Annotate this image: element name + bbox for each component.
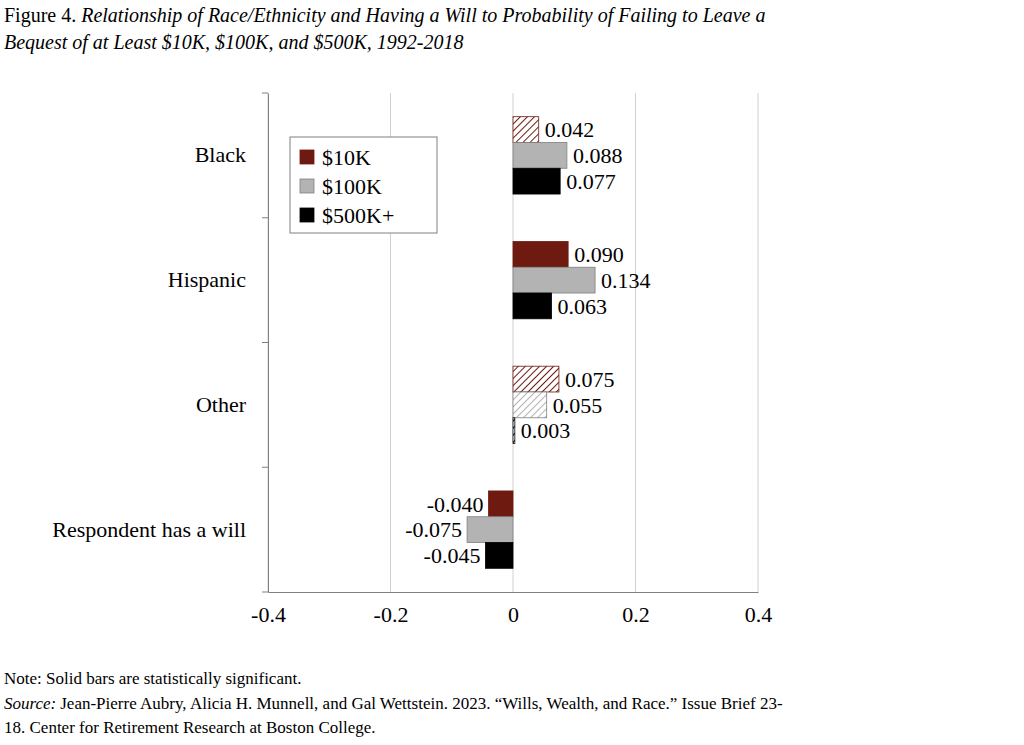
y-tick: Black: [195, 142, 268, 167]
data-label: 0.075: [565, 367, 615, 392]
bar: [485, 543, 513, 569]
bar: [513, 241, 568, 267]
data-labels: 0.042 0.090 0.075 -0.040 0.088 0.134 0.055 -0.0…: [405, 117, 650, 568]
data-label: -0.040: [427, 492, 484, 517]
bar: [513, 168, 560, 194]
chart: Figure 4.Relationship of Race/Ethnicity …: [0, 0, 1024, 745]
grid-line: [635, 93, 636, 592]
x-tick-label: 0: [508, 602, 519, 627]
source-line: 18. Center for Retirement Research at Bo…: [4, 718, 376, 737]
y-axis-line: [268, 94, 269, 593]
legend-label: $100K: [322, 174, 382, 199]
y-tick: Hispanic: [168, 267, 268, 292]
bar: [513, 142, 567, 168]
source-label: Source:: [4, 694, 56, 713]
y-tick-label: Black: [195, 142, 246, 167]
title-line: Relationship of Race/Ethnicity and Havin…: [80, 4, 765, 27]
data-label: 0.077: [566, 169, 616, 194]
bar: [513, 418, 515, 444]
x-tick: -0.2: [374, 592, 409, 627]
bar: [513, 293, 552, 319]
y-tick: Other: [196, 392, 268, 417]
data-label: -0.075: [405, 517, 462, 542]
note: Note: Solid bars are statistically signi…: [4, 669, 301, 688]
bar: [513, 117, 539, 143]
legend: $10K $100K $500K+: [290, 137, 437, 233]
source-line: Jean-Pierre Aubry, Alicia H. Munnell, an…: [60, 694, 783, 713]
legend-swatch: [300, 179, 314, 193]
data-label: 0.042: [545, 117, 595, 142]
data-label: 0.003: [521, 418, 571, 443]
divider-tick: [262, 342, 268, 343]
x-tick-label: -0.4: [251, 602, 286, 627]
x-axis: -0.4 -0.2 0 0.2 0.4: [251, 592, 772, 627]
data-label: -0.045: [424, 543, 481, 568]
legend-box: [290, 137, 437, 233]
bar: [467, 517, 513, 543]
legend-swatch: [300, 150, 314, 164]
legend-label: $10K: [322, 145, 371, 170]
category-dividers: [262, 93, 268, 592]
data-label: 0.055: [553, 393, 603, 418]
legend-label: $500K+: [322, 203, 394, 228]
x-tick-label: -0.2: [374, 602, 409, 627]
title-line: Bequest of at Least $10K, $100K, and $50…: [4, 31, 463, 54]
grid-line: [758, 93, 759, 592]
data-label: 0.090: [574, 242, 624, 267]
source: Source:Jean-Pierre Aubry, Alicia H. Munn…: [4, 694, 783, 713]
data-label: 0.134: [601, 268, 651, 293]
y-tick-label: Other: [196, 392, 247, 417]
x-tick: 0: [508, 592, 519, 627]
bar: [513, 392, 547, 418]
bar: [513, 267, 595, 293]
divider-tick: [262, 217, 268, 218]
legend-swatch: [300, 208, 314, 222]
y-tick-label: Hispanic: [168, 267, 246, 292]
x-tick: -0.4: [251, 592, 286, 627]
bar: [489, 491, 514, 517]
title: Figure 4.Relationship of Race/Ethnicity …: [4, 4, 765, 27]
data-label: 0.063: [558, 294, 608, 319]
x-tick: 0.4: [745, 592, 773, 627]
bar: [513, 366, 559, 392]
divider-tick: [262, 93, 268, 94]
y-tick: Respondent has a will: [52, 517, 268, 542]
x-axis-line: [269, 592, 759, 593]
divider-tick: [262, 592, 268, 593]
y-tick-label: Respondent has a will: [52, 517, 246, 542]
y-axis: Black Hispanic Other Respondent has a will: [52, 94, 268, 593]
x-tick-label: 0.4: [745, 602, 773, 627]
divider-tick: [262, 467, 268, 468]
grid: [268, 93, 758, 592]
x-tick: 0.2: [622, 592, 650, 627]
figure-label: Figure 4.: [4, 4, 76, 27]
data-label: 0.088: [573, 143, 623, 168]
x-tick-label: 0.2: [622, 602, 650, 627]
